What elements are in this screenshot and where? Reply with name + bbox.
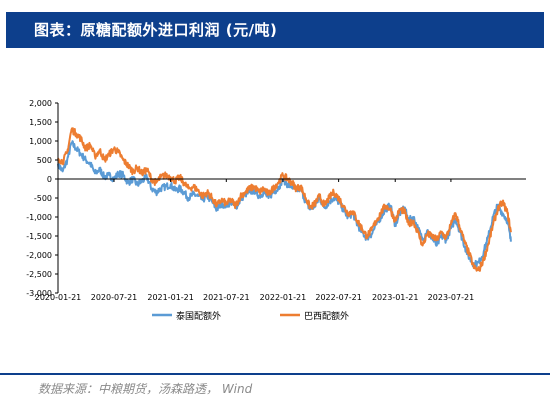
x-tick-label: 2023-07-21: [428, 293, 475, 302]
x-tick-label: 2023-01-21: [372, 293, 419, 302]
y-tick-label: -2,500: [26, 270, 52, 279]
title-bar: 图表：原糖配额外进口利润 (元/吨): [6, 12, 544, 48]
x-tick-label: 2020-01-21: [35, 293, 82, 302]
axis-layer: 2,000 1,500 1,000 500 0 -500 -1,000 -1,500 -2,00…: [26, 99, 526, 302]
legend-label: 巴西配额外: [304, 310, 349, 322]
chart-area: 2,000 1,500 1,000 500 0 -500 -1,000 -1,500 -2,00…: [0, 60, 550, 370]
y-tick-label: 500: [37, 156, 52, 165]
line-chart: 2,000 1,500 1,000 500 0 -500 -1,000 -1,500 -2,00…: [26, 99, 526, 322]
source-divider: [0, 373, 550, 375]
y-tick-label: -1,500: [26, 232, 52, 241]
y-tick-label: 1,000: [29, 137, 52, 146]
x-tick-label: 2022-01-21: [260, 293, 307, 302]
y-tick-label: -500: [34, 194, 52, 203]
legend: 泰国配额外 巴西配额外: [152, 310, 349, 322]
chart-title: 图表：原糖配额外进口利润 (元/吨): [34, 21, 278, 39]
x-tick-label: 2022-07-21: [315, 293, 362, 302]
x-tick-label: 2020-07-21: [91, 293, 138, 302]
x-tick-label: 2021-07-21: [203, 293, 250, 302]
y-tick-label: -1,000: [26, 213, 52, 222]
header: 图表：原糖配额外进口利润 (元/吨): [0, 12, 550, 48]
series-layer: [57, 127, 512, 272]
y-tick-label: 0: [47, 175, 52, 184]
legend-label: 泰国配额外: [176, 310, 221, 322]
y-tick-label: -3,000: [26, 289, 52, 298]
series-line-brazil: [57, 127, 512, 272]
x-tick-label: 2021-01-21: [147, 293, 194, 302]
source-note: 数据来源：中粮期货，汤森路透， Wind: [38, 382, 253, 396]
y-tick-label: 2,000: [29, 99, 52, 108]
y-tick-label: -2,000: [26, 251, 52, 260]
y-tick-label: 1,500: [29, 118, 52, 127]
